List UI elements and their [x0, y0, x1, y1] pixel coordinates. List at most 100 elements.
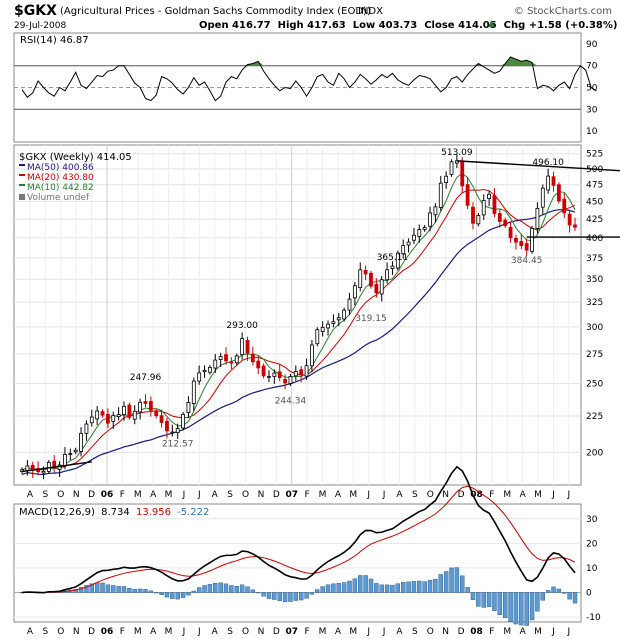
histogram-value: -5.222: [177, 507, 209, 518]
macd-histogram-bar: [202, 585, 207, 593]
candlestick: [401, 239, 406, 259]
price-annotation: 319.15: [355, 314, 387, 324]
x-tick-label: J: [382, 490, 386, 500]
legend-swatch: [19, 174, 25, 176]
signal-line: [21, 485, 576, 593]
rsi-label: RSI(14) 46.87: [20, 35, 89, 46]
x-tick-label: M: [134, 490, 142, 500]
macd-histogram-bar: [73, 589, 78, 593]
candlestick: [390, 261, 395, 275]
candlestick: [412, 227, 416, 244]
macd-histogram-bar: [309, 592, 315, 595]
macd-histogram-bar: [524, 592, 529, 626]
price-y-tick: 275: [586, 350, 603, 360]
price-y-tick: 425: [586, 215, 603, 225]
x-tick-label: J: [567, 490, 571, 500]
macd-histogram-bar: [89, 583, 94, 593]
price-y-tick: 225: [586, 412, 603, 422]
candlestick: [89, 409, 94, 427]
x-tick-label: D: [88, 627, 95, 637]
x-tick-label: 06: [101, 627, 114, 637]
price-annotation: 293.00: [226, 321, 258, 331]
x-tick-label: M: [165, 627, 173, 637]
candlestick: [363, 265, 368, 281]
macd-histogram-bar: [218, 582, 223, 593]
price-annotation: 212.57: [162, 440, 194, 450]
macd-histogram-bar: [572, 592, 578, 604]
macd-histogram-bar: [298, 592, 304, 601]
x-tick-label: D: [458, 627, 465, 637]
macd-y-tick: 10: [586, 564, 598, 574]
macd-histogram-bar: [105, 584, 111, 593]
macd-histogram-bar: [159, 592, 164, 595]
x-tick-label: O: [57, 490, 64, 500]
x-tick-label: F: [305, 627, 310, 637]
candlestick: [471, 202, 475, 230]
candlestick: [138, 398, 143, 420]
x-tick-label: 07: [285, 627, 298, 637]
x-tick-label: M: [319, 627, 327, 637]
candlestick: [481, 194, 486, 220]
candlestick: [170, 424, 175, 437]
price-annotation: 247.96: [130, 373, 162, 383]
candlestick: [111, 411, 116, 429]
candlestick: [422, 224, 427, 232]
price-y-tick: 475: [586, 181, 603, 191]
price-y-tick: 500: [586, 165, 603, 175]
macd-histogram-bar: [288, 592, 293, 602]
macd-histogram-bar: [460, 575, 465, 593]
macd-histogram-bar: [234, 586, 239, 593]
ohlc-quote: Open 416.77 High 417.63 Low 403.73 Close…: [199, 20, 617, 31]
candlestick: [116, 407, 121, 421]
macd-histogram-bar: [239, 584, 245, 593]
candlestick: [234, 353, 239, 366]
macd-histogram-bar: [121, 586, 127, 593]
price-panel: 247.96 212.57 293.00 244.34 365.11 319.15 513.…: [13, 144, 620, 486]
candlestick: [218, 352, 223, 367]
candlestick: [181, 411, 185, 431]
brand-logo: © StockCharts.com: [514, 6, 612, 17]
macd-histogram-bar: [94, 582, 100, 593]
candlestick: [283, 374, 287, 390]
candlestick: [73, 447, 78, 455]
candlestick: [197, 365, 202, 385]
trendline: [456, 160, 620, 172]
candlestick: [417, 224, 422, 243]
macd-histogram-bar: [449, 567, 454, 593]
x-tick-label: S: [227, 627, 233, 637]
macd-histogram-bar: [223, 583, 229, 593]
macd-histogram-bar: [116, 586, 121, 593]
macd-y-tick: -10: [586, 613, 601, 623]
candlestick: [267, 370, 271, 383]
x-tick-label: D: [273, 627, 280, 637]
candlestick: [95, 406, 100, 426]
candlestick: [438, 175, 443, 212]
macd-histogram-bar: [443, 571, 449, 593]
macd-histogram-bar: [486, 592, 492, 607]
candlestick: [374, 278, 379, 298]
symbol: $GKX: [14, 3, 57, 19]
legend-item: MA(20) 430.80: [27, 173, 94, 183]
macd-histogram-bar: [358, 575, 363, 593]
candlestick: [530, 225, 534, 254]
macd-histogram-bar: [154, 592, 159, 594]
candlestick: [358, 262, 363, 292]
x-tick-label: N: [442, 627, 449, 637]
exchange: INDX: [358, 6, 383, 17]
x-tick-label: N: [258, 490, 265, 500]
candlestick: [476, 213, 481, 227]
candlestick: [492, 188, 497, 218]
macd-histogram-bar: [363, 575, 368, 593]
index-name: (Agricultural Prices - Goldman Sachs Com…: [60, 6, 371, 17]
macd-histogram-bar: [384, 584, 390, 593]
candlestick: [433, 203, 438, 223]
macd-histogram-bar: [148, 590, 154, 593]
x-tick-label: A: [520, 627, 527, 637]
candlestick: [551, 171, 556, 192]
macd-histogram-bar: [282, 592, 288, 603]
price-annotation: 513.09: [441, 148, 473, 158]
candlestick: [304, 358, 309, 380]
macd-histogram-bar: [325, 584, 331, 593]
x-tick-label: F: [120, 490, 125, 500]
macd-histogram-bar: [170, 592, 175, 599]
